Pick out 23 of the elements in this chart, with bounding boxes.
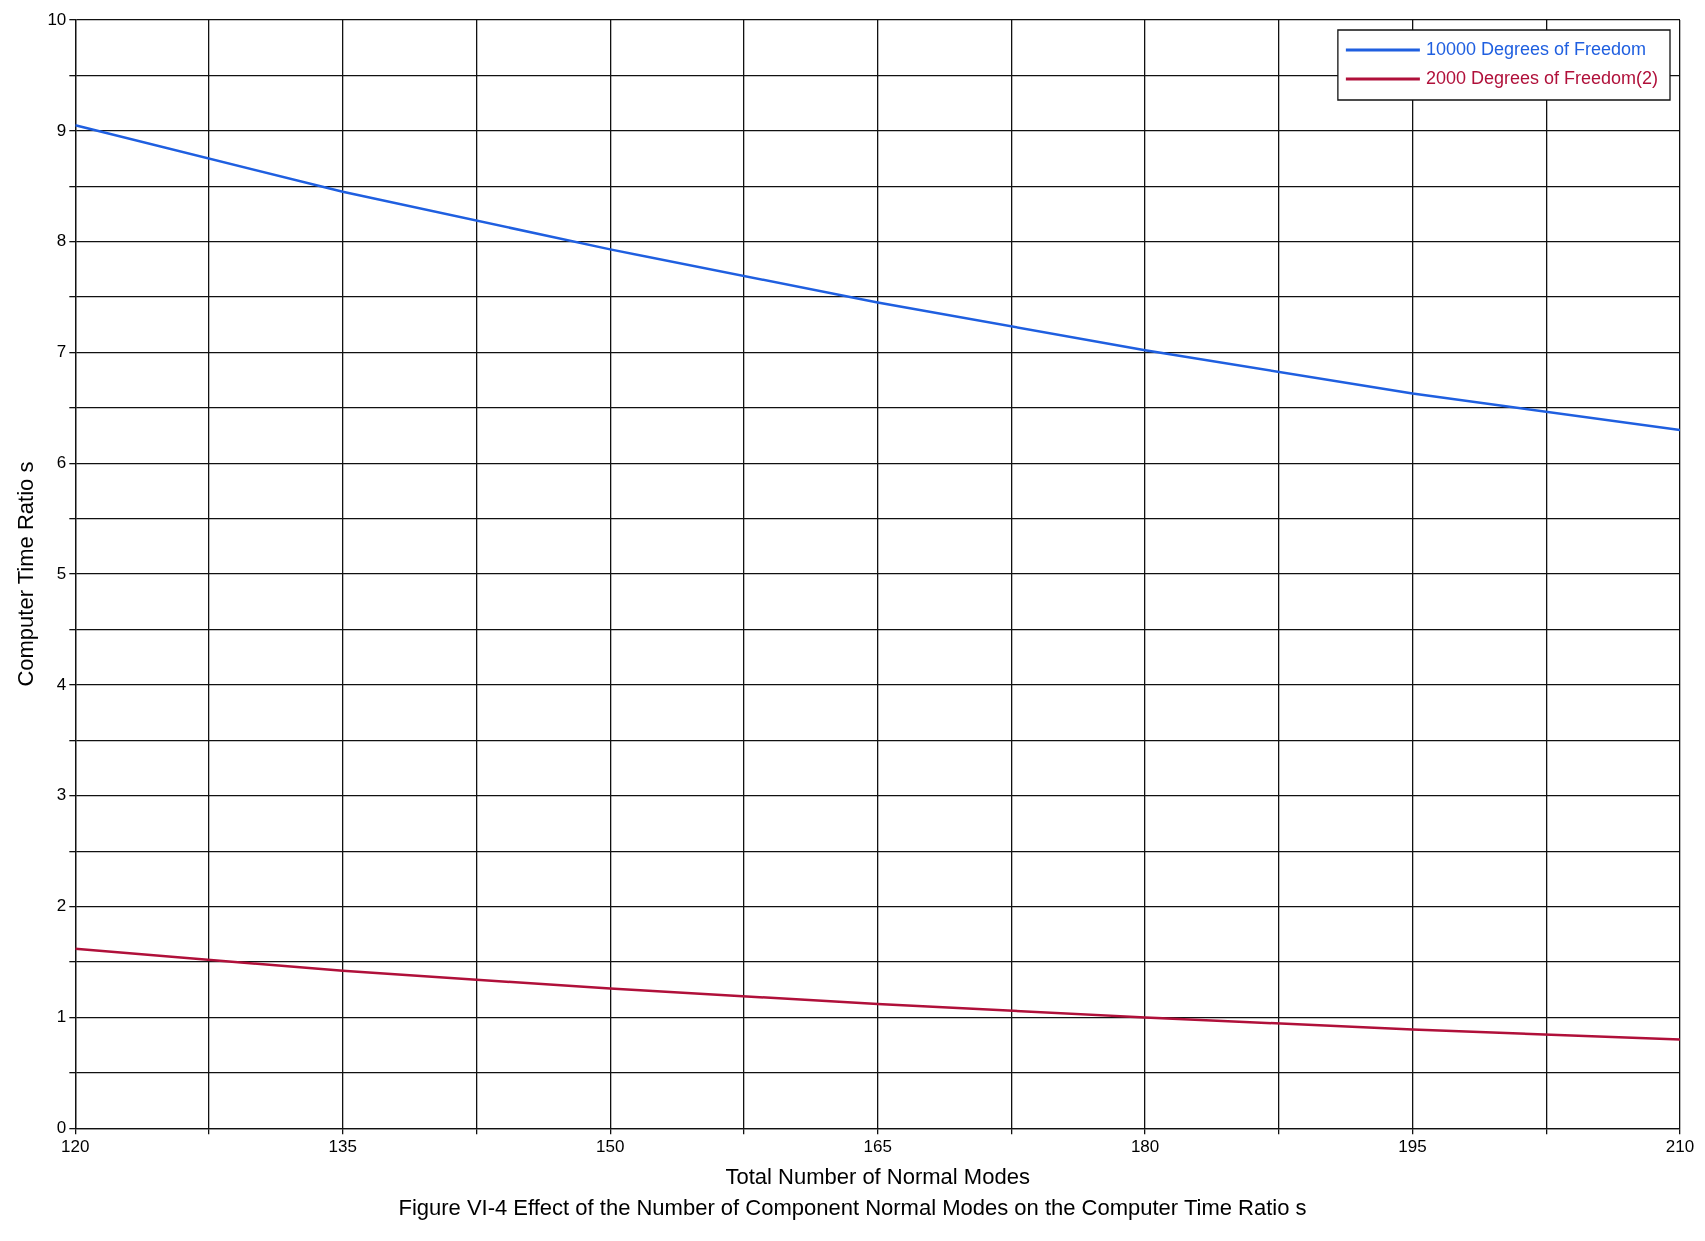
y-tick-label: 8 [56,231,67,251]
x-tick-label: 165 [863,1137,892,1157]
legend-label: 2000 Degrees of Freedom(2) [1425,67,1659,88]
x-axis-title: Total Number of Normal Modes [725,1163,1030,1189]
y-tick-label: 0 [56,1117,67,1137]
y-axis-title: Computer Time Ratio s [13,461,39,687]
legend-label: 10000 Degrees of Freedom [1425,38,1647,59]
y-tick-label: 10 [47,9,67,29]
y-tick-label: 2 [56,896,67,916]
y-tick-label: 1 [56,1007,67,1027]
text: Figure VI-4 Effect of the Number of Component Normal Modes on the Computer Time Ratio s [397,1195,1308,1221]
x-tick-label: 135 [328,1137,357,1157]
x-tick-label: 210 [1665,1137,1695,1157]
x-tick-label: 195 [1398,1137,1427,1157]
y-tick-label: 6 [56,452,67,472]
x-tick-label: 180 [1130,1137,1160,1157]
y-tick-label: 7 [56,342,67,362]
y-tick-label: 9 [56,120,67,140]
x-tick-label: 120 [61,1137,90,1157]
y-tick-label: 3 [56,785,67,805]
y-tick-label: 5 [56,563,67,583]
y-tick-label: 4 [56,674,67,694]
x-tick-label: 150 [596,1137,625,1157]
